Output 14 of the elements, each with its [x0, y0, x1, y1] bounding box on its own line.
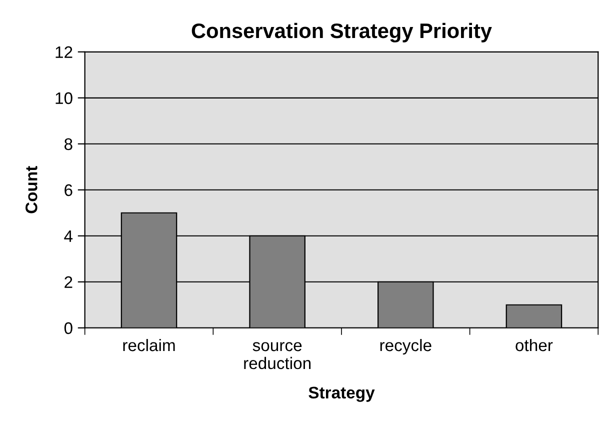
- y-tick-label: 4: [64, 230, 73, 242]
- y-tick-label: 6: [64, 184, 72, 196]
- y-tick-label: 12: [56, 46, 72, 58]
- y-tick-label: 10: [56, 92, 72, 104]
- x-tick-label: recycle: [380, 338, 432, 355]
- y-tick-label: 2: [64, 276, 72, 288]
- y-tick-label: 0: [64, 322, 72, 334]
- y-tick-label: 8: [64, 138, 72, 150]
- x-axis-title: Strategy: [308, 386, 375, 402]
- y-axis-title: Count: [26, 166, 38, 214]
- x-tick-label: other: [516, 338, 553, 352]
- chart-title: Conservation Strategy Priority: [192, 22, 492, 42]
- x-tick-label: reclaim: [123, 338, 175, 352]
- x-tick-label: source reduction: [244, 342, 311, 370]
